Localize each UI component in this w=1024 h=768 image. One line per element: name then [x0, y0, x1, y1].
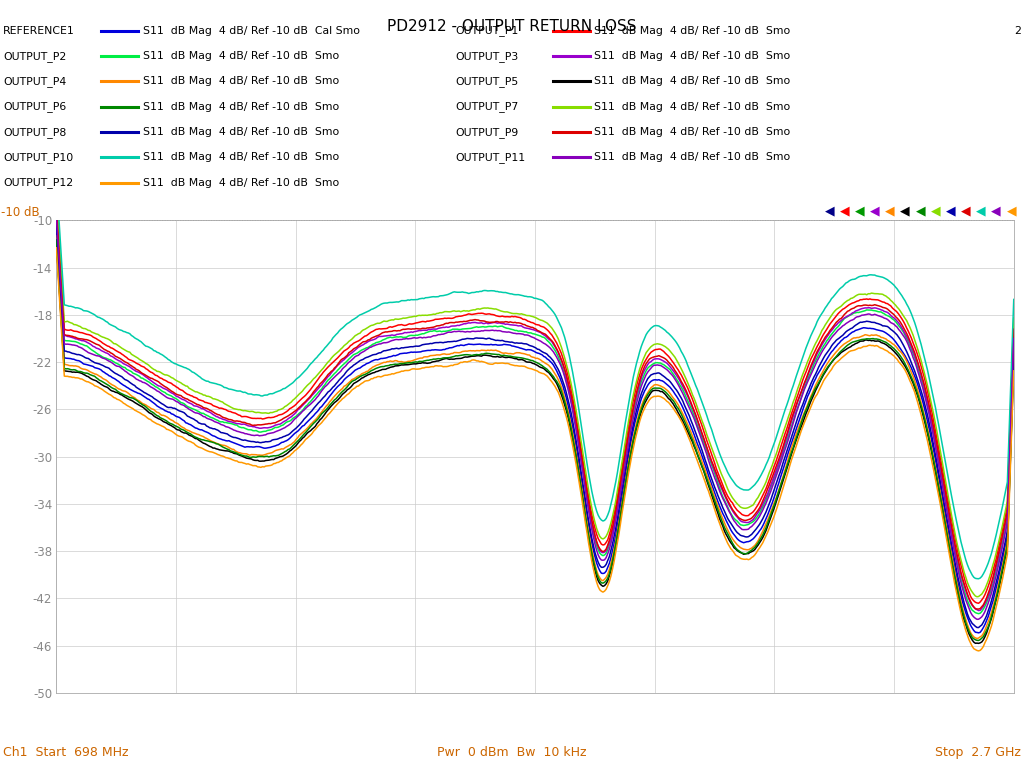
Text: OUTPUT_P4: OUTPUT_P4: [3, 76, 67, 87]
Text: OUTPUT_P9: OUTPUT_P9: [456, 127, 519, 137]
Text: ◀: ◀: [886, 205, 895, 217]
Text: ◀: ◀: [900, 205, 910, 217]
Text: -10 dB: -10 dB: [1, 206, 40, 219]
Text: OUTPUT_P1: OUTPUT_P1: [456, 25, 519, 36]
Text: S11  dB Mag  4 dB/ Ref -10 dB  Smo: S11 dB Mag 4 dB/ Ref -10 dB Smo: [594, 101, 791, 112]
Text: ◀: ◀: [915, 205, 925, 217]
Text: OUTPUT_P12: OUTPUT_P12: [3, 177, 73, 188]
Text: S11  dB Mag  4 dB/ Ref -10 dB  Cal Smo: S11 dB Mag 4 dB/ Ref -10 dB Cal Smo: [143, 25, 360, 36]
Text: ◀: ◀: [931, 205, 940, 217]
Text: ◀: ◀: [855, 205, 864, 217]
Text: OUTPUT_P3: OUTPUT_P3: [456, 51, 519, 61]
Text: OUTPUT_P2: OUTPUT_P2: [3, 51, 67, 61]
Text: S11  dB Mag  4 dB/ Ref -10 dB  Smo: S11 dB Mag 4 dB/ Ref -10 dB Smo: [594, 152, 791, 163]
Text: PD2912 - OUTPUT RETURN LOSS: PD2912 - OUTPUT RETURN LOSS: [387, 19, 637, 35]
Text: OUTPUT_P5: OUTPUT_P5: [456, 76, 519, 87]
Text: Ch1  Start  698 MHz: Ch1 Start 698 MHz: [3, 746, 129, 759]
Text: ◀: ◀: [824, 205, 835, 217]
Text: ◀: ◀: [1007, 205, 1016, 217]
Text: 2: 2: [1014, 25, 1021, 36]
Text: S11  dB Mag  4 dB/ Ref -10 dB  Smo: S11 dB Mag 4 dB/ Ref -10 dB Smo: [594, 51, 791, 61]
Text: OUTPUT_P8: OUTPUT_P8: [3, 127, 67, 137]
Text: S11  dB Mag  4 dB/ Ref -10 dB  Smo: S11 dB Mag 4 dB/ Ref -10 dB Smo: [594, 25, 791, 36]
Text: ◀: ◀: [840, 205, 849, 217]
Text: Pwr  0 dBm  Bw  10 kHz: Pwr 0 dBm Bw 10 kHz: [437, 746, 587, 759]
Text: S11  dB Mag  4 dB/ Ref -10 dB  Smo: S11 dB Mag 4 dB/ Ref -10 dB Smo: [143, 152, 340, 163]
Text: S11  dB Mag  4 dB/ Ref -10 dB  Smo: S11 dB Mag 4 dB/ Ref -10 dB Smo: [143, 177, 340, 188]
Text: REFERENCE1: REFERENCE1: [3, 25, 75, 36]
Text: ◀: ◀: [946, 205, 955, 217]
Text: Stop  2.7 GHz: Stop 2.7 GHz: [935, 746, 1021, 759]
Text: S11  dB Mag  4 dB/ Ref -10 dB  Smo: S11 dB Mag 4 dB/ Ref -10 dB Smo: [143, 127, 340, 137]
Text: OUTPUT_P7: OUTPUT_P7: [456, 101, 519, 112]
Text: ◀: ◀: [962, 205, 971, 217]
Text: ◀: ◀: [870, 205, 880, 217]
Text: ◀: ◀: [976, 205, 986, 217]
Text: S11  dB Mag  4 dB/ Ref -10 dB  Smo: S11 dB Mag 4 dB/ Ref -10 dB Smo: [143, 51, 340, 61]
Text: OUTPUT_P6: OUTPUT_P6: [3, 101, 67, 112]
Text: S11  dB Mag  4 dB/ Ref -10 dB  Smo: S11 dB Mag 4 dB/ Ref -10 dB Smo: [594, 76, 791, 87]
Text: ◀: ◀: [991, 205, 1000, 217]
Text: S11  dB Mag  4 dB/ Ref -10 dB  Smo: S11 dB Mag 4 dB/ Ref -10 dB Smo: [143, 76, 340, 87]
Text: OUTPUT_P10: OUTPUT_P10: [3, 152, 74, 163]
Text: S11  dB Mag  4 dB/ Ref -10 dB  Smo: S11 dB Mag 4 dB/ Ref -10 dB Smo: [594, 127, 791, 137]
Text: S11  dB Mag  4 dB/ Ref -10 dB  Smo: S11 dB Mag 4 dB/ Ref -10 dB Smo: [143, 101, 340, 112]
Text: OUTPUT_P11: OUTPUT_P11: [456, 152, 525, 163]
